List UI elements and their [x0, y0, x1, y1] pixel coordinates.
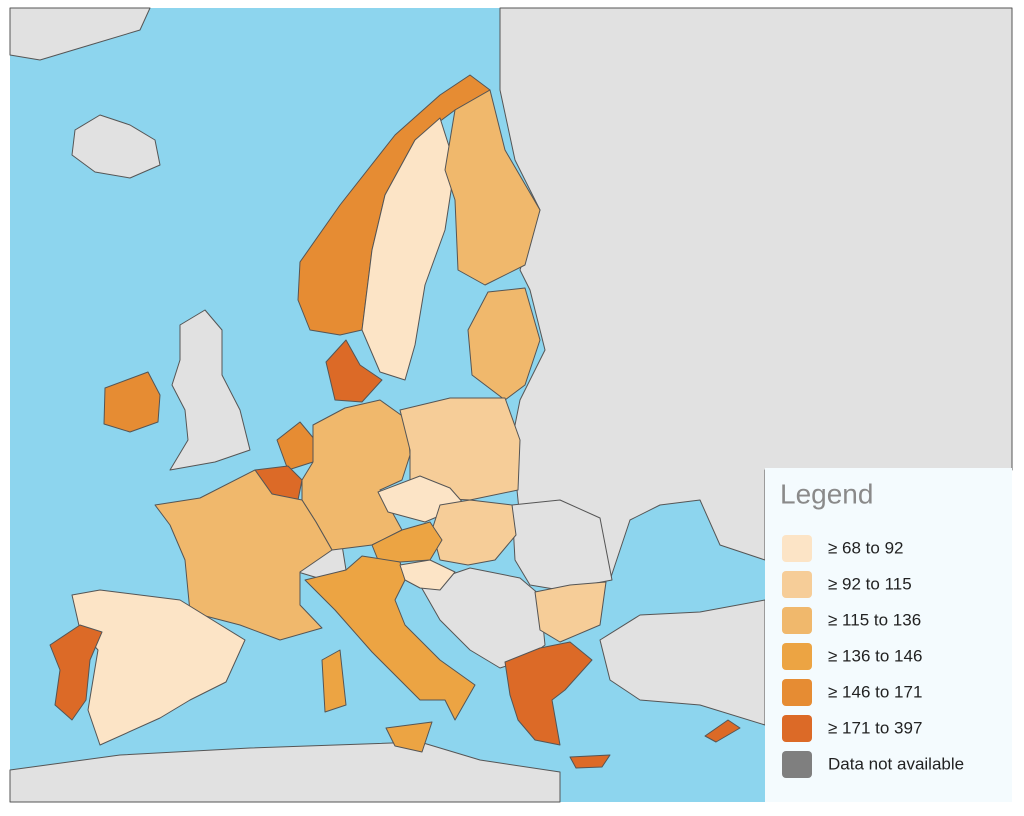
- ireland: [103, 371, 161, 433]
- legend-label: ≥ 68 to 92: [828, 538, 904, 557]
- land-northwest: [9, 7, 151, 61]
- poland: [399, 397, 521, 501]
- legend-label: ≥ 115 to 136: [828, 610, 921, 629]
- sweden: [361, 117, 456, 381]
- legend-swatch: [782, 751, 812, 778]
- france: [154, 469, 333, 641]
- legend-swatch: [782, 715, 812, 742]
- slovenia-croatia: [399, 559, 456, 591]
- cyprus: [704, 719, 741, 743]
- legend-swatch: [782, 535, 812, 562]
- legend-swatch: [782, 679, 812, 706]
- iceland: [71, 114, 161, 179]
- italy: [304, 555, 476, 721]
- portugal: [49, 624, 103, 721]
- greece: [504, 641, 593, 746]
- legend-label: ≥ 136 to 146: [828, 646, 922, 665]
- legend-label: ≥ 171 to 397: [828, 718, 922, 737]
- legend-swatch: [782, 607, 812, 634]
- crete: [569, 754, 611, 769]
- united-kingdom: [169, 309, 251, 471]
- legend-title: Legend: [780, 478, 873, 509]
- baltics: [467, 287, 541, 401]
- legend-label: ≥ 92 to 115: [828, 574, 912, 593]
- legend-box: [765, 468, 1012, 802]
- bulgaria: [534, 581, 607, 643]
- legend-label: Data not available: [828, 754, 964, 773]
- legend-swatch: [782, 643, 812, 670]
- legend-swatch: [782, 571, 812, 598]
- denmark: [325, 339, 383, 403]
- sicily: [385, 721, 433, 753]
- finland: [444, 89, 541, 286]
- legend-label: ≥ 146 to 171: [828, 682, 922, 701]
- land-africa: [9, 741, 561, 803]
- legend: Legend ≥ 68 to 92 ≥ 92 to 115 ≥ 115 to 136…: [765, 468, 1012, 802]
- sardinia: [321, 649, 347, 713]
